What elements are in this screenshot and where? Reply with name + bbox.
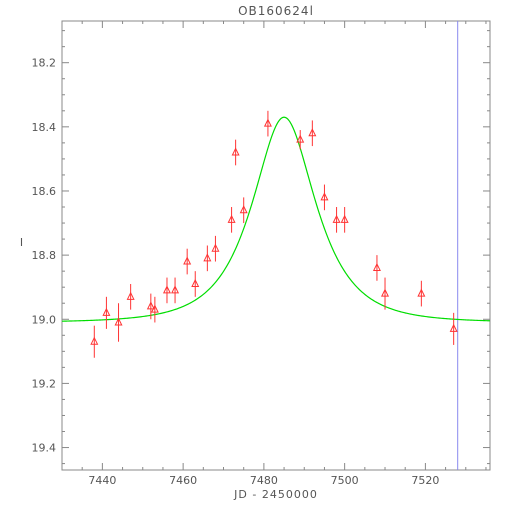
- data-point: [231, 139, 240, 166]
- data-point: [263, 110, 272, 137]
- triangle-marker: [114, 317, 123, 326]
- plot-area: [61, 20, 491, 471]
- triangle-marker: [417, 288, 426, 297]
- triangle-marker: [340, 214, 349, 223]
- y-axis-label: I: [20, 236, 24, 249]
- x-tick-label: 7500: [331, 474, 359, 487]
- x-tick-label: 7460: [169, 474, 197, 487]
- triangle-marker: [263, 118, 272, 127]
- triangle-marker: [227, 214, 236, 223]
- triangle-marker: [381, 288, 390, 297]
- data-point: [417, 280, 426, 307]
- triangle-marker: [372, 262, 381, 271]
- triangle-marker: [102, 307, 111, 316]
- triangle-marker: [183, 256, 192, 265]
- data-point: [227, 207, 236, 233]
- y-tick-label: 19.2: [32, 377, 57, 390]
- y-tick-label: 18.2: [32, 57, 57, 70]
- axis-ticks: 7440 7460 7480 7500 7520 18.2 18.4 18.6 18.8 19.0…: [32, 21, 490, 487]
- y-tick-label: 19.0: [32, 313, 57, 326]
- data-point: [449, 312, 458, 345]
- data-point: [211, 235, 220, 262]
- data-point: [146, 293, 155, 320]
- triangle-marker: [90, 336, 99, 345]
- x-tick-label: 7480: [250, 474, 278, 487]
- triangle-marker: [150, 304, 159, 313]
- triangle-marker: [162, 285, 171, 294]
- y-tick-label: 18.4: [32, 121, 57, 134]
- triangle-marker: [191, 278, 200, 287]
- data-point: [239, 197, 248, 224]
- data-point: [372, 255, 381, 281]
- x-tick-label: 7520: [411, 474, 439, 487]
- triangle-marker: [146, 301, 155, 310]
- triangle-marker: [203, 253, 212, 262]
- triangle-marker: [211, 243, 220, 252]
- data-point: [90, 325, 99, 358]
- data-point: [320, 184, 329, 211]
- triangle-marker: [320, 192, 329, 201]
- data-point: [191, 271, 200, 297]
- triangle-marker: [308, 128, 317, 137]
- data-point: [183, 248, 192, 275]
- data-point: [114, 303, 123, 342]
- triangle-marker: [332, 214, 341, 223]
- data-point: [126, 283, 135, 310]
- model-curve: [61, 116, 491, 322]
- data-point: [203, 245, 212, 272]
- y-tick-label: 18.8: [32, 249, 57, 262]
- data-point: [150, 296, 159, 323]
- triangle-marker: [449, 323, 458, 332]
- y-tick-label: 18.6: [32, 185, 57, 198]
- triangle-marker: [296, 134, 305, 143]
- data-point: [381, 277, 390, 310]
- y-tick-label: 19.4: [32, 442, 57, 455]
- data-point: [332, 207, 341, 233]
- x-tick-label: 7440: [88, 474, 116, 487]
- data-point: [102, 296, 111, 329]
- triangle-marker: [231, 147, 240, 156]
- data-point: [340, 207, 349, 233]
- data-point: [171, 277, 180, 304]
- triangle-marker: [171, 285, 180, 294]
- x-axis-label: JD - 2450000: [233, 488, 318, 501]
- plot-frame: [61, 20, 491, 471]
- data-point: [162, 277, 171, 304]
- triangle-marker: [239, 205, 248, 214]
- triangle-marker: [126, 291, 135, 300]
- data-point: [308, 120, 317, 147]
- chart-title: OB160624l: [238, 4, 314, 18]
- data-point: [296, 130, 305, 150]
